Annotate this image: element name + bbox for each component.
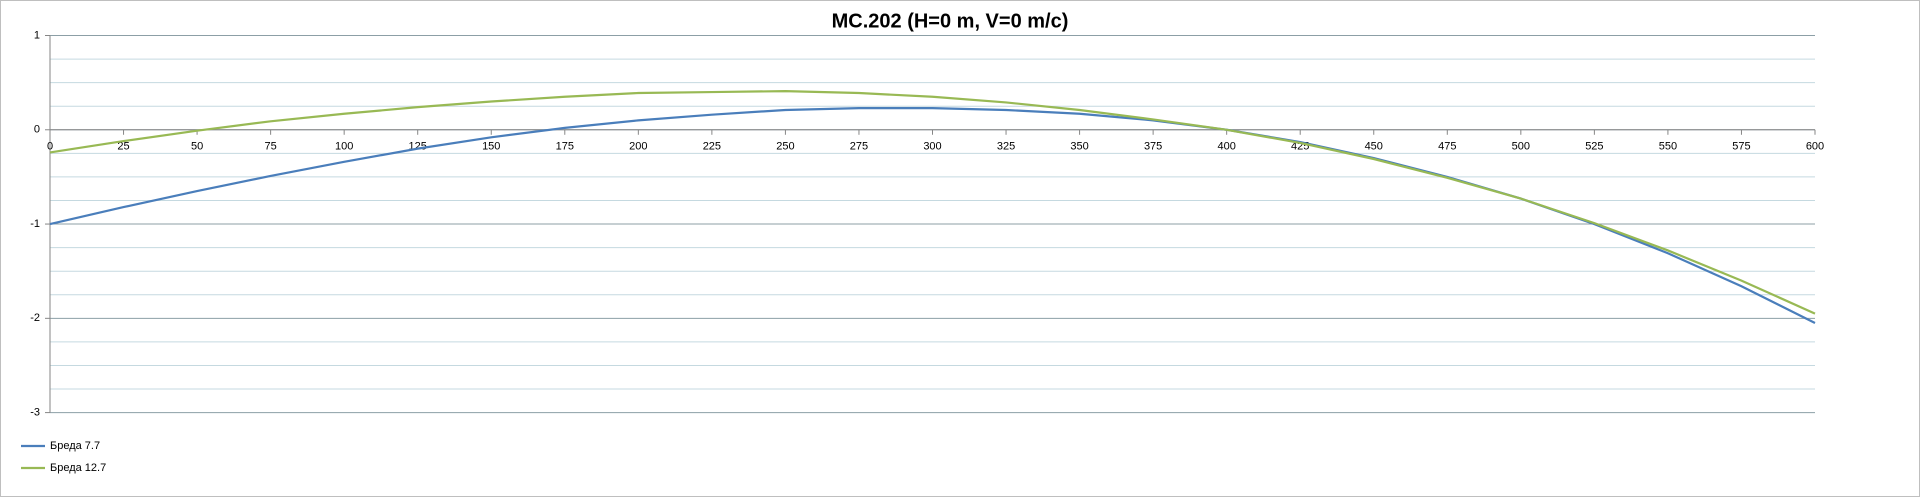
x-tick-label: 225 bbox=[703, 141, 721, 153]
x-tick-label: 150 bbox=[482, 141, 500, 153]
x-tick-label: 325 bbox=[997, 141, 1015, 153]
x-tick-label: 100 bbox=[335, 141, 353, 153]
x-tick-label: 0 bbox=[47, 141, 53, 153]
x-tick-label: 175 bbox=[556, 141, 574, 153]
chart-title: MC.202 (H=0 m, V=0 m/c) bbox=[832, 10, 1069, 32]
y-tick-label: 0 bbox=[34, 124, 40, 136]
x-tick-label: 500 bbox=[1512, 141, 1530, 153]
x-tick-label: 350 bbox=[1070, 141, 1088, 153]
y-tick-label: -3 bbox=[30, 407, 40, 419]
x-tick-label: 300 bbox=[923, 141, 941, 153]
x-tick-label: 475 bbox=[1438, 141, 1456, 153]
x-tick-label: 375 bbox=[1144, 141, 1162, 153]
series-line bbox=[49, 90, 1816, 315]
x-tick-label: 600 bbox=[1806, 141, 1824, 153]
x-tick-label: 275 bbox=[850, 141, 868, 153]
x-tick-label: 50 bbox=[191, 141, 203, 153]
x-tick-label: 550 bbox=[1659, 141, 1677, 153]
x-tick-label: 250 bbox=[776, 141, 794, 153]
legend-label: Бреда 12.7 bbox=[50, 462, 106, 474]
y-tick-label: -1 bbox=[30, 218, 40, 230]
legend-label: Бреда 7.7 bbox=[50, 440, 100, 452]
y-tick-label: -2 bbox=[30, 312, 40, 324]
x-tick-label: 400 bbox=[1217, 141, 1235, 153]
x-tick-label: 75 bbox=[265, 141, 277, 153]
x-tick-label: 200 bbox=[629, 141, 647, 153]
x-tick-label: 25 bbox=[117, 141, 129, 153]
y-tick-label: 1 bbox=[34, 29, 40, 41]
x-tick-label: 575 bbox=[1732, 141, 1750, 153]
x-tick-label: 450 bbox=[1365, 141, 1383, 153]
x-tick-label: 525 bbox=[1585, 141, 1603, 153]
